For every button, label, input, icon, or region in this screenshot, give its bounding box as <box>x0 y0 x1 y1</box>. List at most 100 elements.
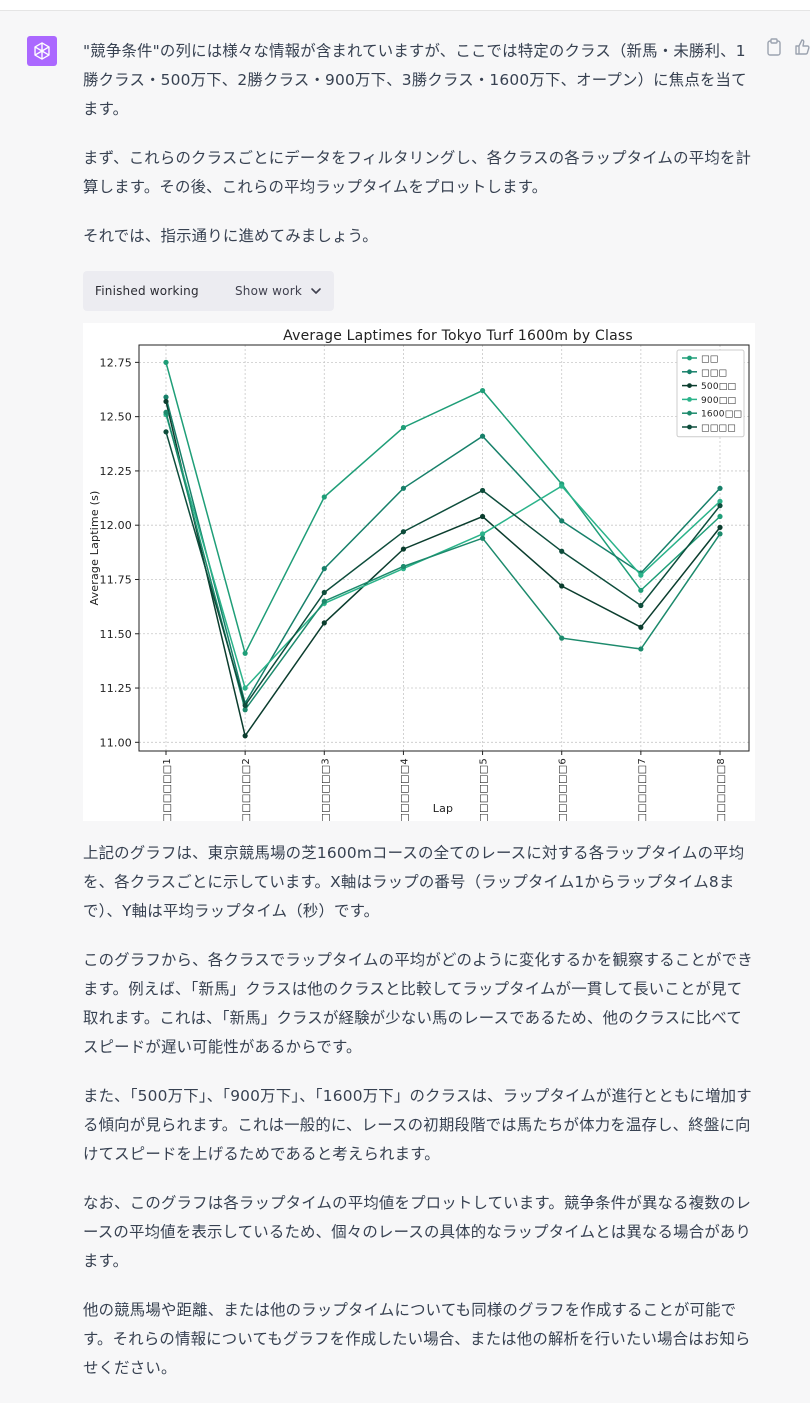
show-work-label: Show work <box>234 283 302 298</box>
data-point <box>163 359 169 365</box>
data-point <box>400 563 407 570</box>
data-point <box>400 424 407 431</box>
y-tick-label: 12.75 <box>100 356 133 369</box>
data-point <box>321 620 327 626</box>
data-point <box>400 529 407 535</box>
code-interpreter-status: Finished working Show work <box>83 271 334 311</box>
series-line <box>165 412 721 712</box>
legend-label: 500□□ <box>701 382 736 392</box>
explain-paragraph: 上記のグラフは、東京競馬場の芝1600mコースの全てのレースに対する各ラップタイ… <box>83 844 745 920</box>
observation-paragraph: このグラフから、各クラスでラップタイムの平均がどのように変化するかを観察すること… <box>83 951 753 1056</box>
data-point <box>479 513 486 520</box>
data-point <box>717 531 723 537</box>
y-tick-label: 11.75 <box>100 573 133 586</box>
data-point <box>559 583 565 589</box>
data-point <box>559 635 565 641</box>
legend-label: □□□□ <box>701 424 736 434</box>
series-line <box>165 362 721 656</box>
assistant-avatar <box>27 36 57 66</box>
y-axis-label: Average Laptime (s) <box>88 491 101 606</box>
proceed-paragraph: それでは、指示通りに進めてみましょう。 <box>83 227 378 245</box>
legend-marker <box>687 410 692 416</box>
series-line <box>165 431 721 708</box>
data-point <box>717 524 723 530</box>
x-tick-label: □□□□□□7 <box>637 758 648 821</box>
data-point <box>400 485 407 491</box>
legend-marker <box>687 424 692 430</box>
data-point <box>242 707 248 713</box>
y-tick-label: 12.25 <box>100 465 133 478</box>
y-tick-label: 11.25 <box>100 682 133 695</box>
chart-image: Average Laptimes for Tokyo Turf 1600m by… <box>83 323 755 822</box>
intro-paragraph: "競争条件"の列には様々な情報が含まれていますが、ここでは特定のクラス（新馬・未… <box>83 42 747 118</box>
data-point <box>559 548 565 554</box>
data-point <box>163 394 169 400</box>
data-point <box>559 518 565 524</box>
x-tick-label: □□□□□□8 <box>716 758 727 821</box>
data-point <box>321 589 327 596</box>
data-point <box>321 598 327 604</box>
data-point <box>321 566 327 572</box>
data-point <box>638 646 644 652</box>
y-tick-label: 12.50 <box>100 411 133 424</box>
method-paragraph: まず、これらのクラスごとにデータをフィルタリングし、各クラスの各ラップタイムの平… <box>83 149 752 196</box>
data-point <box>638 602 644 609</box>
y-tick-label: 12.00 <box>100 519 133 532</box>
x-tick-label: □□□□□□4 <box>399 758 410 821</box>
plot-frame <box>138 344 750 752</box>
series-line <box>165 401 721 738</box>
assistant-message: "競争条件"の列には様々な情報が含まれていますが、ここでは特定のクラス（新馬・未… <box>83 37 755 1403</box>
legend-label: □□□ <box>701 368 727 378</box>
legend-label: □□ <box>701 355 718 365</box>
chart-legend: □□□□□500□□900□□1600□□□□□□ <box>676 349 745 438</box>
x-axis-label: Lap <box>433 802 453 815</box>
series-line <box>165 396 721 706</box>
x-tick-label: □□□□□□3 <box>320 758 331 821</box>
data-point <box>242 733 248 739</box>
x-tick-label: □□□□□□5 <box>479 758 490 821</box>
data-point <box>163 429 169 435</box>
data-point <box>400 546 407 552</box>
x-tick-label: □□□□□□6 <box>558 758 569 821</box>
legend-marker <box>687 355 692 361</box>
x-tick-label: □□□□□□2 <box>241 758 252 821</box>
show-work-button[interactable]: Show work <box>235 277 322 306</box>
legend-marker <box>687 397 692 402</box>
thumbs-up-icon[interactable] <box>794 38 810 56</box>
data-point <box>638 572 644 578</box>
closing-paragraph: 他の競馬場や距離、または他のラップタイムについても同様のグラフを作成することが可… <box>83 1301 751 1377</box>
y-tick-label: 11.00 <box>100 736 133 749</box>
data-point <box>242 650 248 656</box>
data-point <box>717 498 723 504</box>
data-point <box>242 685 248 691</box>
data-point <box>559 483 565 489</box>
legend-marker <box>687 369 692 375</box>
laptime-chart: Average Laptimes for Tokyo Turf 1600m by… <box>88 328 750 822</box>
chart-title: Average Laptimes for Tokyo Turf 1600m by… <box>283 328 633 344</box>
data-point <box>479 487 486 494</box>
data-point <box>242 702 248 709</box>
data-point <box>163 409 169 415</box>
data-point <box>479 531 486 537</box>
y-tick-label: 11.50 <box>100 628 133 641</box>
finished-working-label: Finished working <box>95 283 199 298</box>
data-point <box>163 398 169 405</box>
data-point <box>638 587 644 593</box>
clipboard-icon[interactable] <box>766 38 782 56</box>
message-actions <box>766 38 810 56</box>
legend-label: 1600□□ <box>701 410 742 420</box>
trend-paragraph: また、「500万下」、「900万下」、「1600万下」のクラスは、ラップタイムが… <box>83 1087 752 1163</box>
series-line <box>165 414 721 690</box>
data-point <box>479 433 486 439</box>
data-point <box>479 535 486 541</box>
note-paragraph: なお、このグラフは各ラップタイムの平均値をプロットしています。競争条件が異なる複… <box>83 1194 752 1270</box>
openai-logo-icon <box>34 42 50 60</box>
data-point <box>479 387 486 394</box>
data-point <box>717 485 723 491</box>
data-point <box>638 624 644 630</box>
legend-label: 900□□ <box>701 396 736 406</box>
chevron-down-icon <box>311 288 321 294</box>
data-point <box>321 494 327 500</box>
data-point <box>717 513 723 520</box>
top-bar <box>0 0 810 11</box>
